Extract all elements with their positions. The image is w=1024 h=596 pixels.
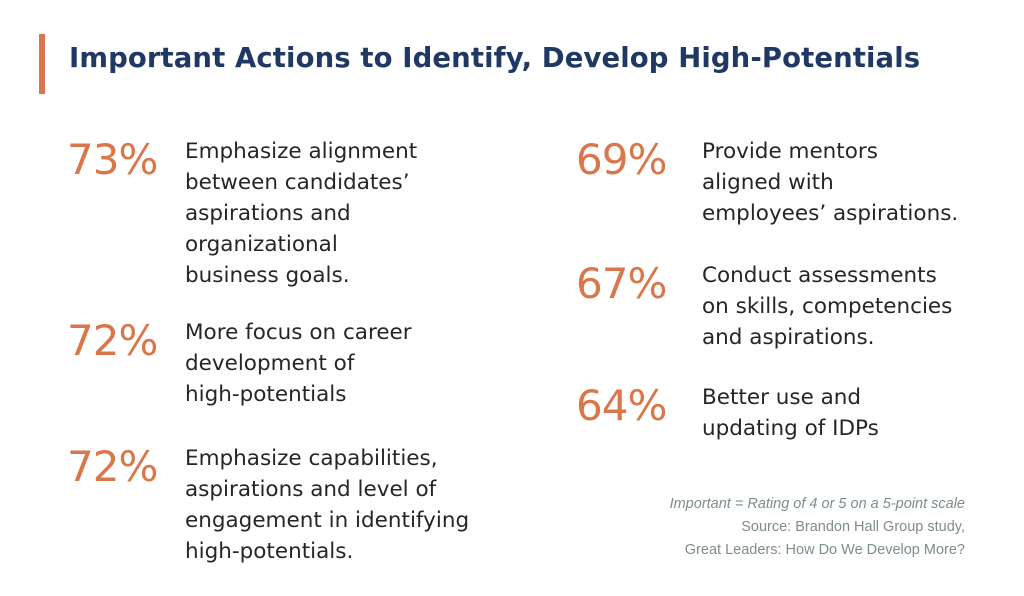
stat-percentage: 72%: [67, 316, 158, 365]
stat-description: Emphasize capabilities, aspirations and …: [185, 446, 470, 564]
stat-item: 69% Provide mentors aligned with employe…: [576, 136, 958, 229]
stat-item: 67% Conduct assessments on skills, compe…: [576, 260, 952, 353]
footnote: Important = Rating of 4 or 5 on a 5-poin…: [670, 493, 965, 562]
stat-percentage: 67%: [576, 259, 667, 308]
footnote-source-line2: Great Leaders: How Do We Develop More?: [684, 542, 965, 558]
page-title: Important Actions to Identify, Develop H…: [69, 42, 921, 74]
stat-percentage: 69%: [576, 135, 667, 184]
stat-percentage: 72%: [67, 442, 158, 491]
stat-description: Provide mentors aligned with employees’ …: [702, 139, 959, 226]
footnote-definition: Important = Rating of 4 or 5 on a 5-poin…: [669, 496, 965, 512]
stat-item: 73% Emphasize alignment between candidat…: [67, 136, 417, 291]
stat-description: Conduct assessments on skills, competenc…: [702, 263, 953, 350]
title-accent-bar: [39, 34, 45, 94]
stat-item: 72% More focus on career development of …: [67, 317, 412, 410]
stat-item: 64% Better use and updating of IDPs: [576, 382, 879, 444]
stat-item: 72% Emphasize capabilities, aspirations …: [67, 443, 469, 567]
stat-percentage: 64%: [576, 381, 667, 430]
stat-description: More focus on career development of high…: [185, 320, 412, 407]
stat-description: Emphasize alignment between candidates’ …: [185, 139, 418, 288]
stat-percentage: 73%: [67, 135, 158, 184]
stat-description: Better use and updating of IDPs: [702, 385, 879, 441]
footnote-source-line1: Source: Brandon Hall Group study,: [741, 519, 965, 535]
